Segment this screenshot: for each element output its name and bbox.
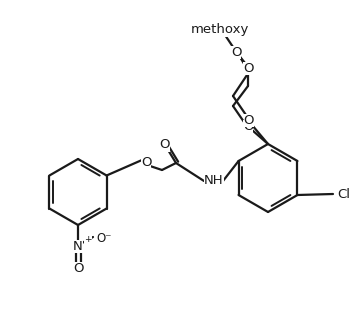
Text: Cl: Cl	[337, 187, 350, 201]
Text: O: O	[243, 61, 253, 74]
Text: +: +	[84, 235, 92, 244]
Text: O: O	[231, 45, 241, 59]
Text: O: O	[73, 261, 83, 275]
Text: O⁻: O⁻	[96, 232, 111, 244]
Text: NH: NH	[204, 175, 224, 187]
Text: methoxy: methoxy	[191, 23, 249, 37]
Text: O: O	[160, 138, 170, 151]
Text: O: O	[141, 156, 151, 170]
Text: N: N	[73, 239, 83, 253]
Text: O: O	[244, 114, 254, 126]
Text: O: O	[243, 120, 253, 132]
